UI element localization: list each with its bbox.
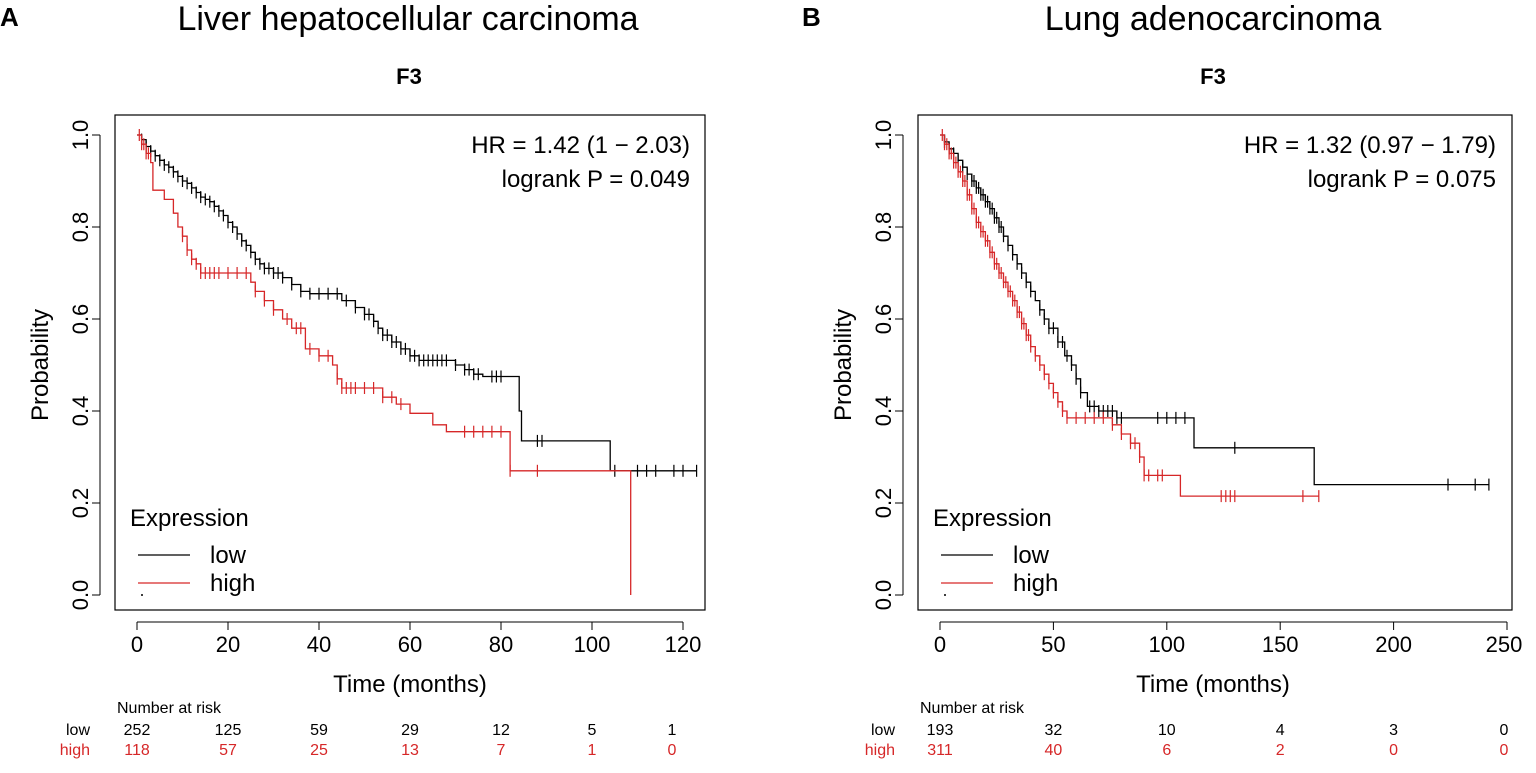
panel-b-legend: Expression low high: [933, 505, 1058, 597]
y-axis-label: Probability: [27, 309, 54, 421]
x-tick-label: 120: [665, 632, 702, 657]
panel-b-curves: [940, 129, 1490, 503]
panel-b-x-axis: 0 50 100 150 200 250 Time (months): [934, 621, 1523, 698]
y-tick-label: 0.8: [68, 212, 93, 243]
y-tick-label: 1.0: [68, 120, 93, 151]
y-tick-label: 0.2: [68, 488, 93, 519]
panel-b-label: B: [802, 2, 821, 32]
x-tick-label: 150: [1262, 632, 1299, 657]
panel-a-x-axis: 0 20 40 60 80 100 120 Time (months): [131, 621, 702, 698]
x-axis-label: Time (months): [333, 671, 487, 698]
risk-value: 252: [124, 722, 151, 739]
risk-value: 0: [1500, 742, 1509, 759]
risk-value: 57: [219, 742, 237, 759]
panel-a-hr-text: HR = 1.42 (1 − 2.03): [471, 132, 690, 159]
x-tick-label: 100: [574, 632, 611, 657]
panel-b-hr-text: HR = 1.32 (0.97 − 1.79): [1244, 132, 1496, 159]
panel-b: B Lung adenocarcinoma F3 HR = 1.32 (0.97…: [802, 0, 1522, 759]
risk-value: 13: [401, 742, 419, 759]
panel-b-subtitle: F3: [1200, 64, 1226, 89]
x-tick-label: 80: [489, 632, 513, 657]
y-tick-label: 0.2: [871, 488, 896, 519]
x-tick-label: 60: [398, 632, 422, 657]
risk-row-label-high: high: [865, 742, 895, 759]
panel-a-legend: Expression low high: [130, 505, 255, 597]
risk-value: 59: [310, 722, 328, 739]
risk-value: 3: [1389, 722, 1398, 739]
risk-value: 10: [1158, 722, 1176, 739]
risk-value: 2: [1276, 742, 1285, 759]
risk-row-label-low: low: [871, 722, 895, 739]
legend-title: Expression: [130, 505, 249, 532]
risk-value: 6: [1162, 742, 1171, 759]
panel-b-plot-frame: [917, 114, 1513, 611]
panel-a-curves: [137, 129, 698, 595]
risk-value: 12: [492, 722, 510, 739]
legend-entry-high: high: [210, 570, 255, 597]
risk-value: 7: [497, 742, 506, 759]
risk-value: 32: [1045, 722, 1063, 739]
panel-b-y-axis: 0.0 0.2 0.4 0.6 0.8 1.0 Probability: [830, 120, 904, 611]
legend-entry-low: low: [1013, 542, 1050, 569]
x-tick-label: 20: [216, 632, 240, 657]
panel-a-y-axis: 0.0 0.2 0.4 0.6 0.8 1.0 Probability: [27, 120, 101, 611]
risk-value: 5: [588, 722, 597, 739]
risk-value: 125: [215, 722, 242, 739]
legend-entry-high: high: [1013, 570, 1058, 597]
risk-table-header: Number at risk: [920, 700, 1025, 717]
y-axis-label: Probability: [830, 309, 857, 421]
legend-dot: [141, 594, 143, 596]
panel-a-risk-table: Number at risk low high 252 125 59 29 12…: [60, 700, 677, 759]
risk-value: 0: [1389, 742, 1398, 759]
risk-value: 4: [1276, 722, 1285, 739]
panel-a: A Liver hepatocellular carcinoma F3 HR =…: [0, 0, 706, 759]
x-axis-label: Time (months): [1136, 671, 1290, 698]
risk-value: 25: [310, 742, 328, 759]
panel-a-title: Liver hepatocellular carcinoma: [177, 0, 638, 38]
y-tick-label: 0.6: [68, 304, 93, 335]
panel-a-subtitle: F3: [396, 64, 422, 89]
risk-row-label-high: high: [60, 742, 90, 759]
risk-value: 1: [668, 722, 677, 739]
panel-a-plot-frame: [114, 114, 706, 611]
x-tick-label: 0: [934, 632, 946, 657]
y-tick-label: 0.4: [68, 396, 93, 427]
panel-b-title: Lung adenocarcinoma: [1045, 0, 1382, 38]
risk-value: 0: [1500, 722, 1509, 739]
x-tick-label: 50: [1041, 632, 1065, 657]
survival-curve-high: [940, 134, 1319, 497]
y-tick-label: 0.4: [871, 396, 896, 427]
panel-b-risk-table: Number at risk low high 193 32 10 4 3 0 …: [865, 700, 1509, 759]
y-tick-label: 0.8: [871, 212, 896, 243]
y-tick-label: 1.0: [871, 120, 896, 151]
risk-table-header: Number at risk: [117, 700, 222, 717]
x-tick-label: 250: [1486, 632, 1523, 657]
panel-b-p-text: logrank P = 0.075: [1308, 166, 1496, 193]
risk-row-label-low: low: [66, 722, 90, 739]
x-tick-label: 40: [307, 632, 331, 657]
survival-curve-low: [137, 134, 697, 472]
risk-value: 193: [927, 722, 954, 739]
x-tick-label: 100: [1148, 632, 1185, 657]
x-tick-label: 0: [131, 632, 143, 657]
risk-value: 118: [124, 742, 150, 759]
risk-value: 40: [1045, 742, 1063, 759]
legend-entry-low: low: [210, 542, 247, 569]
risk-value: 29: [401, 722, 419, 739]
legend-title: Expression: [933, 505, 1052, 532]
risk-value: 1: [588, 742, 597, 759]
legend-dot: [944, 594, 946, 596]
risk-value: 311: [927, 742, 953, 759]
y-tick-label: 0.0: [68, 580, 93, 611]
x-tick-label: 200: [1375, 632, 1412, 657]
y-tick-label: 0.0: [871, 580, 896, 611]
panel-a-p-text: logrank P = 0.049: [502, 166, 690, 193]
panel-a-label: A: [0, 2, 19, 32]
survival-curve-high: [137, 134, 632, 595]
risk-value: 0: [668, 742, 677, 759]
y-tick-label: 0.6: [871, 304, 896, 335]
